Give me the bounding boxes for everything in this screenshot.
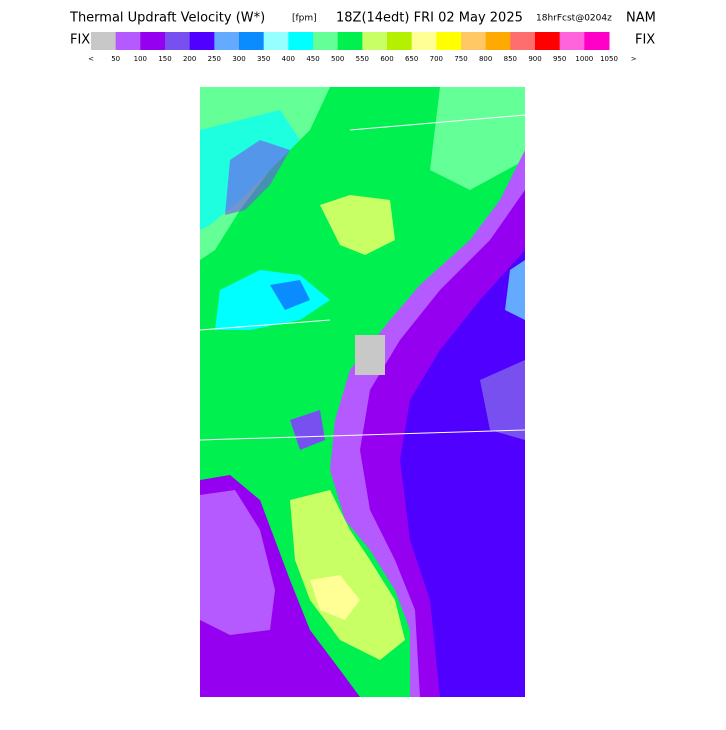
map [200, 87, 525, 697]
legend-swatch [337, 32, 363, 50]
legend-swatch [288, 32, 314, 50]
title: Thermal Updraft Velocity (W*) [69, 11, 265, 26]
fix-left: FIX [70, 33, 90, 48]
legend-swatch [559, 32, 585, 50]
ocean [400, 250, 525, 697]
legend-swatch [362, 32, 388, 50]
legend-label: 1000 [575, 55, 593, 63]
legend-swatch [239, 32, 265, 50]
model: NAM [626, 11, 656, 26]
legend-swatch [411, 32, 437, 50]
border [200, 114, 525, 441]
valid-time: 18Z(14edt) FRI 02 May 2025 [336, 11, 523, 26]
legend-label: > [631, 55, 637, 63]
legend-label: 450 [306, 55, 319, 63]
patch [320, 195, 395, 255]
legend-swatch [510, 32, 536, 50]
legend-swatch [115, 32, 141, 50]
legend-swatch [165, 32, 191, 50]
legend-label: 300 [232, 55, 245, 63]
legend-label: 650 [405, 55, 418, 63]
patch [290, 490, 405, 660]
legend-swatch [313, 32, 339, 50]
legend-label: 600 [380, 55, 393, 63]
legend-swatch [140, 32, 166, 50]
legend-label: 500 [331, 55, 344, 63]
legend-label: 900 [528, 55, 541, 63]
patch [225, 140, 290, 215]
patch [270, 280, 310, 310]
legend-label: 550 [356, 55, 369, 63]
legend-label: 150 [158, 55, 171, 63]
gulf [200, 490, 275, 635]
legend-label: 950 [553, 55, 566, 63]
legend-label: 400 [282, 55, 295, 63]
legend-swatch [584, 32, 610, 50]
legend-label: 700 [430, 55, 443, 63]
legend-swatch [189, 32, 215, 50]
legend-swatch [91, 32, 117, 50]
legend-label: 750 [454, 55, 467, 63]
legend-label: 350 [257, 55, 270, 63]
legend-swatch [387, 32, 413, 50]
legend-label: 50 [111, 55, 120, 63]
legend-label: < [88, 55, 94, 63]
forecast: 18hrFcst@0204z [536, 14, 612, 24]
ocean [480, 360, 525, 440]
legend-swatch [535, 32, 561, 50]
patch [355, 335, 385, 375]
legend-swatch [461, 32, 487, 50]
legend-swatch [436, 32, 462, 50]
legend-swatch [214, 32, 240, 50]
ocean [505, 260, 525, 320]
patch [290, 410, 325, 450]
legend-label: 800 [479, 55, 492, 63]
fix-right: FIX [635, 33, 655, 48]
legend-swatch [485, 32, 511, 50]
legend-label: 200 [183, 55, 196, 63]
legend-label: 250 [208, 55, 221, 63]
legend-label: 100 [134, 55, 147, 63]
patch [310, 575, 360, 620]
legend-label: 1050 [600, 55, 618, 63]
legend-label: 850 [504, 55, 517, 63]
colorbar: <50 100 150 200 250 300 350 400 450 500 550 600 650 7… [88, 32, 637, 63]
units: [fpm] [292, 14, 317, 24]
patch [430, 87, 525, 190]
legend-swatch [263, 32, 289, 50]
